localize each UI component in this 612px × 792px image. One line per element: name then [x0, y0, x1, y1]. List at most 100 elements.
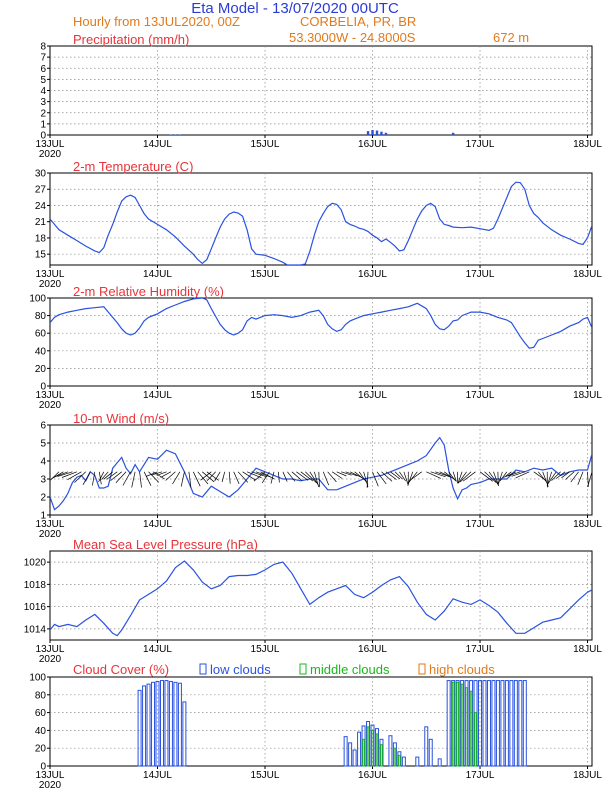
- wind-vector: [318, 471, 320, 488]
- y-tick-label: 15: [35, 250, 47, 261]
- x-tick-label: 18JUL: [573, 519, 602, 530]
- middle-cloud-bar: [393, 747, 397, 767]
- wind-vector: [565, 471, 575, 480]
- year-label: 2020: [39, 780, 62, 791]
- y-tick-label: 4: [40, 86, 46, 97]
- panel-title: Mean Sea Level Pressure (hPa): [73, 537, 258, 552]
- low-cloud-bar: [164, 680, 169, 767]
- year-label: 2020: [39, 654, 62, 665]
- legend-label: low clouds: [210, 662, 271, 677]
- panel-rh: 0 20 40 60 80 100 13JUL 14JUL 15JUL 16JUL 17JUL 18J…: [29, 284, 602, 411]
- wind-vector: [493, 471, 499, 487]
- wind-vector: [508, 471, 521, 477]
- panel-title: 10-m Wind (m/s): [73, 411, 169, 426]
- x-tick-label: 17JUL: [466, 139, 495, 150]
- wind-vector: [214, 471, 221, 482]
- wind-vector: [587, 471, 593, 487]
- wind-vector: [180, 471, 185, 487]
- x-tick-label: 13JUL: [36, 644, 65, 655]
- x-tick-label: 14JUL: [143, 644, 172, 655]
- middle-cloud-bar: [380, 744, 383, 767]
- year-label: 2020: [39, 529, 62, 540]
- y-tick-label: 20: [35, 364, 47, 375]
- x-tick-label: 15JUL: [251, 139, 280, 150]
- panel-temp: 15 18 21 24 27 30 13JUL 14JUL 15JUL 16JUL 17JUL 18J…: [35, 159, 603, 290]
- x-tick-label: 15JUL: [251, 770, 280, 781]
- panel-title: Cloud Cover (%): [73, 662, 169, 677]
- low-cloud-bar: [428, 738, 433, 767]
- series-line: [50, 560, 592, 637]
- wind-vector: [452, 471, 457, 482]
- y-tick-label: 60: [35, 708, 47, 719]
- y-tick-label: 6: [40, 64, 46, 75]
- wind-vector: [305, 471, 317, 484]
- wind-vector: [233, 471, 240, 485]
- low-cloud-bar: [522, 680, 527, 767]
- panel-frame: [49, 550, 593, 641]
- y-tick-label: 4: [40, 457, 46, 468]
- y-tick-label: 1014: [24, 624, 47, 635]
- low-cloud-bar: [137, 689, 142, 767]
- precip-bar: [384, 132, 388, 135]
- wind-vector: [546, 471, 553, 487]
- low-cloud-bar: [446, 680, 451, 767]
- x-tick-label: 15JUL: [251, 390, 280, 401]
- wind-vector: [336, 471, 347, 477]
- y-tick-label: 5: [40, 75, 46, 86]
- wind-vector: [426, 471, 441, 479]
- year-label: 2020: [39, 149, 62, 160]
- x-tick-label: 13JUL: [36, 390, 65, 401]
- low-cloud-bar: [388, 735, 393, 767]
- wind-vector: [51, 471, 64, 480]
- wind-vector: [399, 471, 406, 482]
- wind-vector: [457, 471, 463, 484]
- y-tick-label: 100: [29, 673, 46, 684]
- x-tick-label: 17JUL: [466, 269, 495, 280]
- middle-cloud-bar: [469, 690, 473, 767]
- wind-vector: [309, 471, 319, 486]
- wind-vector: [151, 471, 163, 476]
- x-tick-label: 18JUL: [573, 770, 602, 781]
- wind-vector: [221, 471, 226, 483]
- wind-vector: [499, 471, 508, 482]
- low-cloud-bar: [478, 680, 483, 767]
- panel-cloud: 0 20 40 60 80 100 13JUL 14JUL 15JUL 16JUL 17JUL 18J…: [29, 662, 602, 791]
- y-tick-label: 1: [40, 511, 46, 522]
- series-line: [50, 181, 592, 265]
- wind-vector: [160, 471, 172, 478]
- wind-vector: [200, 471, 212, 481]
- y-tick-label: 6: [40, 421, 46, 432]
- wind-vector: [251, 471, 267, 478]
- wind-vector: [253, 471, 266, 482]
- x-tick-label: 16JUL: [358, 644, 387, 655]
- x-tick-label: 13JUL: [36, 519, 65, 530]
- low-cloud-bar: [343, 736, 348, 767]
- wind-vector: [372, 471, 379, 487]
- x-tick-label: 18JUL: [573, 390, 602, 401]
- wind-vector: [443, 471, 455, 480]
- wind-vector: [349, 471, 363, 479]
- wind-vector: [192, 471, 201, 487]
- x-tick-label: 18JUL: [573, 269, 602, 280]
- low-cloud-bar: [509, 680, 514, 767]
- y-tick-label: 3: [40, 475, 46, 486]
- wind-vector: [110, 471, 122, 481]
- y-tick-label: 100: [29, 294, 46, 305]
- wind-vector: [479, 471, 494, 482]
- low-cloud-bar: [173, 681, 178, 767]
- wind-vector: [82, 471, 91, 485]
- low-cloud-bar: [504, 680, 509, 767]
- low-cloud-bar: [424, 726, 429, 767]
- wind-vector: [390, 471, 401, 480]
- x-tick-label: 16JUL: [358, 269, 387, 280]
- wind-vector: [503, 471, 512, 479]
- wind-vector: [206, 471, 219, 481]
- wind-vector: [327, 471, 337, 483]
- wind-vector: [505, 471, 517, 478]
- wind-vector: [430, 471, 446, 478]
- wind-vector: [381, 471, 393, 482]
- wind-vector: [165, 471, 176, 481]
- wind-vector: [57, 471, 73, 477]
- legend-label: high clouds: [429, 662, 495, 677]
